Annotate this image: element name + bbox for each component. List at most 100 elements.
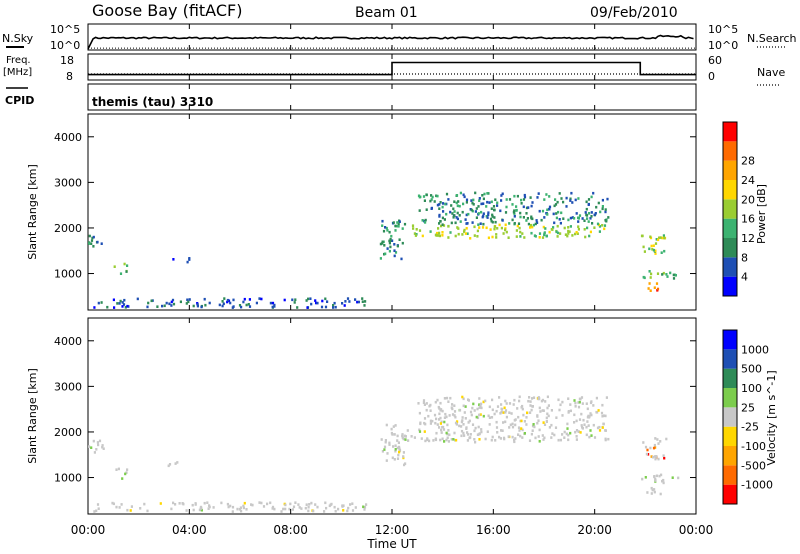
scatter-cell xyxy=(521,436,524,439)
scatter-cell xyxy=(96,240,99,244)
scatter-cell xyxy=(421,219,424,222)
scatter-cell xyxy=(491,398,494,402)
scatter-cell xyxy=(557,398,560,402)
scatter-cell xyxy=(573,413,576,417)
scatter-cell xyxy=(546,213,549,216)
scatter-cell xyxy=(449,396,452,400)
scatter-cell xyxy=(593,226,596,229)
scatter-cell xyxy=(441,223,444,226)
scatter-cell xyxy=(659,440,662,443)
y-tick-label: 2000 xyxy=(54,426,82,439)
scatter-cell xyxy=(388,443,391,446)
scatter-cell xyxy=(523,193,526,197)
scatter-cell xyxy=(415,228,418,231)
freq-left-tick-top: 18 xyxy=(60,54,74,67)
scatter-cell xyxy=(598,425,601,429)
scatter-cell xyxy=(332,306,335,309)
scatter-cell xyxy=(517,415,520,419)
scatter-cell xyxy=(431,419,434,423)
scatter-cell xyxy=(654,252,657,255)
scatter-cell xyxy=(188,258,191,261)
y-tick-label: 3000 xyxy=(54,380,82,393)
scatter-cell xyxy=(271,305,274,309)
scatter-cell xyxy=(106,305,109,309)
scatter-cell xyxy=(530,408,533,412)
scatter-cell xyxy=(567,226,570,229)
scatter-cell xyxy=(316,301,319,305)
colorbar-swatch xyxy=(723,218,737,238)
scatter-cell xyxy=(657,442,660,445)
scatter-cell xyxy=(598,429,602,432)
scatter-cell xyxy=(674,274,677,277)
y-tick-label: 4000 xyxy=(54,131,82,144)
scatter-cell xyxy=(554,426,558,429)
scatter-cell xyxy=(522,205,525,209)
scatter-cell xyxy=(307,505,310,509)
scatter-cell xyxy=(480,202,483,206)
scatter-cell xyxy=(419,422,422,426)
scatter-cell xyxy=(485,226,488,230)
scatter-cell xyxy=(578,214,582,217)
scatter-cell xyxy=(523,236,526,239)
scatter-cell xyxy=(508,411,511,414)
scatter-cell xyxy=(440,420,443,424)
scatter-cell xyxy=(314,503,317,506)
scatter-cell xyxy=(418,209,421,212)
scatter-cell xyxy=(473,429,476,433)
scatter-cell xyxy=(645,452,648,456)
noise-right-label: N.Search xyxy=(747,32,797,45)
noise-left-tick-top: 10^5 xyxy=(50,23,80,36)
scatter-cell xyxy=(537,192,540,195)
scatter-cell xyxy=(481,226,485,229)
scatter-cell xyxy=(297,503,300,506)
scatter-cell xyxy=(576,232,579,235)
scatter-cell xyxy=(649,289,652,292)
scatter-cell xyxy=(363,505,367,509)
scatter-cell xyxy=(526,411,529,415)
scatter-cell xyxy=(439,401,442,405)
scatter-cell xyxy=(170,304,173,307)
scatter-cell xyxy=(471,406,474,410)
scatter-cell xyxy=(388,441,391,445)
scatter-cell xyxy=(258,501,261,504)
scatter-cell xyxy=(454,234,457,238)
scatter-cell xyxy=(379,257,382,260)
scatter-cell xyxy=(672,273,675,277)
scatter-cell xyxy=(206,501,209,504)
scatter-cell xyxy=(489,228,492,231)
noise-right-tick-bottom: 10^0 xyxy=(708,39,738,52)
scatter-cell xyxy=(567,411,570,414)
scatter-cell xyxy=(447,225,450,228)
scatter-cell xyxy=(652,248,655,252)
scatter-cell xyxy=(90,242,93,245)
scatter-cell xyxy=(537,397,540,401)
scatter-cell xyxy=(126,468,129,471)
scatter-cell xyxy=(504,409,508,412)
scatter-cell xyxy=(441,234,444,237)
scatter-cell xyxy=(441,216,444,220)
scatter-cell xyxy=(662,234,665,237)
scatter-cell xyxy=(547,404,550,407)
scatter-cell xyxy=(98,439,102,443)
scatter-cell xyxy=(477,205,480,208)
scatter-cell xyxy=(579,397,582,401)
scatter-cell xyxy=(642,275,645,279)
scatter-cell xyxy=(666,275,669,278)
scatter-cell xyxy=(95,448,98,451)
scatter-cell xyxy=(500,194,503,197)
scatter-cell xyxy=(483,192,486,196)
scatter-cell xyxy=(557,210,560,214)
scatter-cell xyxy=(648,270,651,273)
scatter-cell xyxy=(440,431,443,434)
scatter-cell xyxy=(505,198,508,201)
scatter-cell xyxy=(561,414,564,417)
scatter-cell xyxy=(388,230,391,234)
scatter-cell xyxy=(539,410,542,413)
scatter-cell xyxy=(381,224,384,227)
scatter-cell xyxy=(461,416,464,419)
scatter-cell xyxy=(381,219,384,223)
scatter-cell xyxy=(342,509,345,512)
scatter-cell xyxy=(523,195,527,199)
scatter-cell xyxy=(529,223,533,227)
scatter-cell xyxy=(654,437,657,440)
